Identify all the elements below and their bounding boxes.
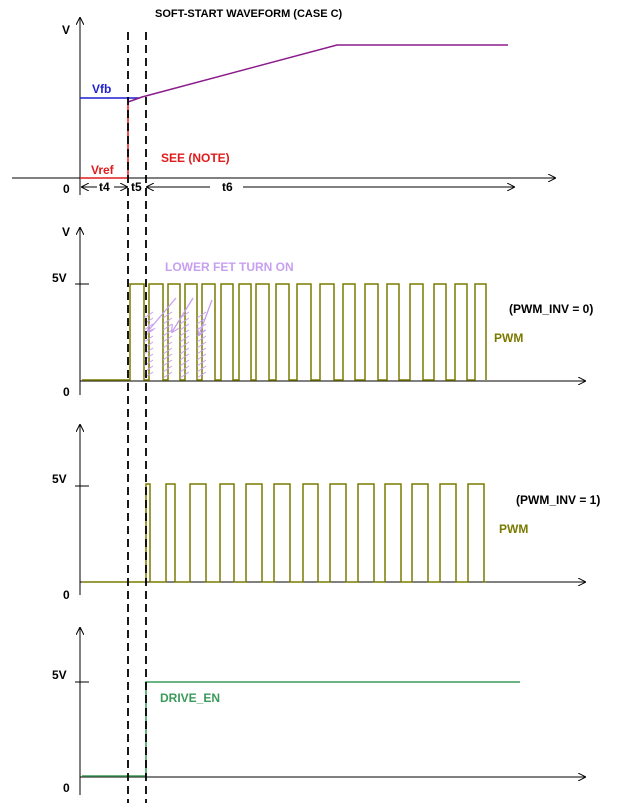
hatch-line — [179, 359, 190, 367]
diagram-title: SOFT-START WAVEFORM (CASE C) — [155, 8, 343, 20]
hatch-line — [179, 323, 190, 331]
hatch-line — [179, 347, 190, 355]
hatch-line — [179, 341, 190, 349]
t6-label: t6 — [222, 180, 233, 194]
drive-en-label: DRIVE_EN — [160, 691, 220, 705]
pwm-inv1-signal-label: PWM — [499, 522, 528, 536]
lower-fet-annotation: LOWER FET TURN ON — [165, 260, 294, 274]
panel3-5v-label: 5V — [52, 472, 67, 486]
soft-start-ramp — [127, 44, 508, 103]
hatch-line — [162, 323, 173, 331]
hatch-line — [179, 365, 190, 373]
panel-pwm-inv0: V 5V 0 LOWER FET TURN ON (PWM_INV = 0) P… — [52, 225, 593, 399]
hatch-line — [196, 359, 207, 367]
vref-label: Vref — [91, 163, 115, 177]
panel1-y-label: V — [62, 23, 70, 37]
hatch-line — [179, 329, 190, 337]
panel3-origin-label: 0 — [63, 588, 70, 602]
panel2-5v-label: 5V — [52, 271, 67, 285]
hatch-line — [162, 329, 173, 337]
panel2-y-label: V — [62, 225, 70, 239]
panel1-origin-label: 0 — [63, 182, 70, 196]
hatch-line — [196, 311, 207, 319]
lower-fet-arrow-1 — [148, 297, 177, 331]
hatch-line — [196, 365, 207, 373]
t4-label: t4 — [99, 180, 110, 194]
hatch-line — [162, 359, 173, 367]
hatch-line — [143, 311, 154, 319]
hatch-line — [143, 347, 154, 355]
pwm-inv0-signal-label: PWM — [494, 331, 523, 345]
lower-fet-arrow-2 — [172, 297, 194, 332]
panel-soft-start: V 0 Vfb Vref SEE (NOTE) t4 t5 t6 — [12, 18, 555, 196]
hatch-line — [162, 317, 173, 325]
hatch-line — [179, 371, 190, 379]
hatch-line — [196, 353, 207, 361]
hatch-line — [196, 347, 207, 355]
pwm-inv1-mode-label: (PWM_INV = 1) — [516, 493, 600, 507]
drive-en-trace — [82, 681, 520, 777]
hatch-line — [162, 311, 173, 319]
hatch-line — [162, 335, 173, 343]
t5-label: t5 — [131, 180, 142, 194]
note-label: SEE (NOTE) — [161, 151, 230, 165]
hatch-line — [196, 341, 207, 349]
hatch-line — [143, 335, 154, 343]
panel4-5v-label: 5V — [52, 668, 67, 682]
panel4-origin-label: 0 — [63, 781, 70, 795]
vfb-label: Vfb — [92, 82, 111, 96]
hatch-line — [196, 371, 207, 379]
panel2-origin-label: 0 — [63, 385, 70, 399]
panel-drive-en: 5V 0 DRIVE_EN — [52, 628, 585, 795]
hatch-line — [162, 347, 173, 355]
pwm-trace-inv1 — [82, 483, 486, 583]
hatch-line — [179, 353, 190, 361]
hatch-line — [179, 335, 190, 343]
panel-pwm-inv1: 5V 0 (PWM_INV = 1) PWM — [52, 425, 600, 602]
pwm-trace-inv0 — [82, 283, 487, 381]
pwm-inv0-mode-label: (PWM_INV = 0) — [509, 302, 593, 316]
hatch-line — [162, 341, 173, 349]
hatch-line — [162, 371, 173, 379]
hatch-line — [162, 365, 173, 373]
lower-fet-arrow-3 — [199, 299, 213, 335]
hatch-line — [179, 317, 190, 325]
hatch-line — [162, 353, 173, 361]
